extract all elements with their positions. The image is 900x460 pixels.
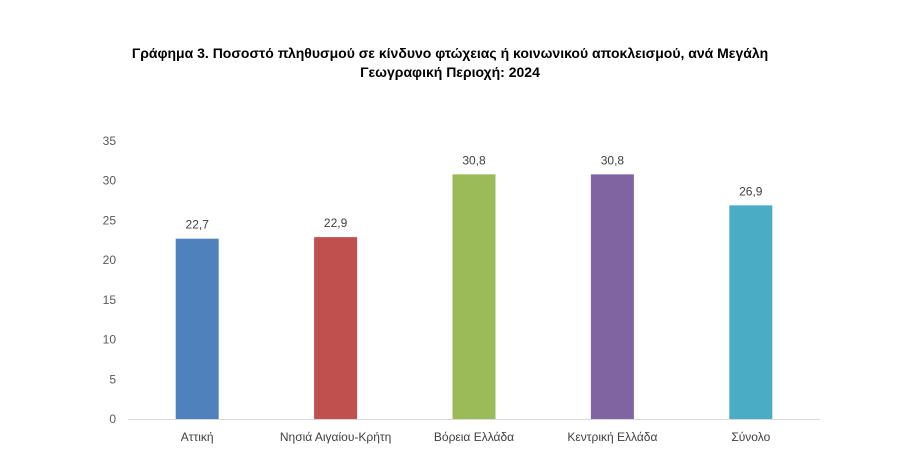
bar xyxy=(590,174,634,419)
bar xyxy=(314,237,358,419)
x-tick-label: Νησιά Αιγαίου-Κρήτη xyxy=(280,430,391,444)
bar xyxy=(729,205,773,419)
x-axis: Αττική Νησιά Αιγαίου-Κρήτη Βόρεια Ελλάδα Κε… xyxy=(128,419,820,444)
x-tick-label: Αττική xyxy=(181,430,214,444)
y-tick-label: 30 xyxy=(103,174,117,188)
bar xyxy=(452,174,496,419)
chart-title-line-1: Γράφημα 3. Ποσοστό πληθυσμού σε κίνδυνο … xyxy=(131,45,769,61)
y-tick-label: 10 xyxy=(103,333,117,347)
data-label: 22,7 xyxy=(186,218,210,232)
x-tick-label: Βόρεια Ελλάδα xyxy=(434,430,514,444)
data-labels: 22,7 22,9 30,8 30,8 26,9 xyxy=(186,153,763,231)
y-axis: 0 5 10 15 20 25 30 35 xyxy=(103,134,117,426)
x-tick-label: Κεντρική Ελλάδα xyxy=(567,430,657,444)
chart-title: Γράφημα 3. Ποσοστό πληθυσμού σε κίνδυνο … xyxy=(0,44,900,82)
bar xyxy=(175,238,219,419)
y-tick-label: 15 xyxy=(103,293,117,307)
y-tick-label: 5 xyxy=(109,372,116,386)
y-tick-label: 20 xyxy=(103,253,117,267)
y-tick-label: 0 xyxy=(109,412,116,426)
x-tick-label: Σύνολο xyxy=(731,430,770,444)
data-label: 26,9 xyxy=(739,184,763,198)
bars xyxy=(175,174,773,419)
y-tick-label: 35 xyxy=(103,134,117,148)
data-label: 30,8 xyxy=(601,153,625,167)
data-label: 22,9 xyxy=(324,216,348,230)
chart-title-line-2: Γεωγραφική Περιοχή: 2024 xyxy=(360,64,540,80)
y-tick-label: 25 xyxy=(103,213,117,227)
data-label: 30,8 xyxy=(462,153,486,167)
